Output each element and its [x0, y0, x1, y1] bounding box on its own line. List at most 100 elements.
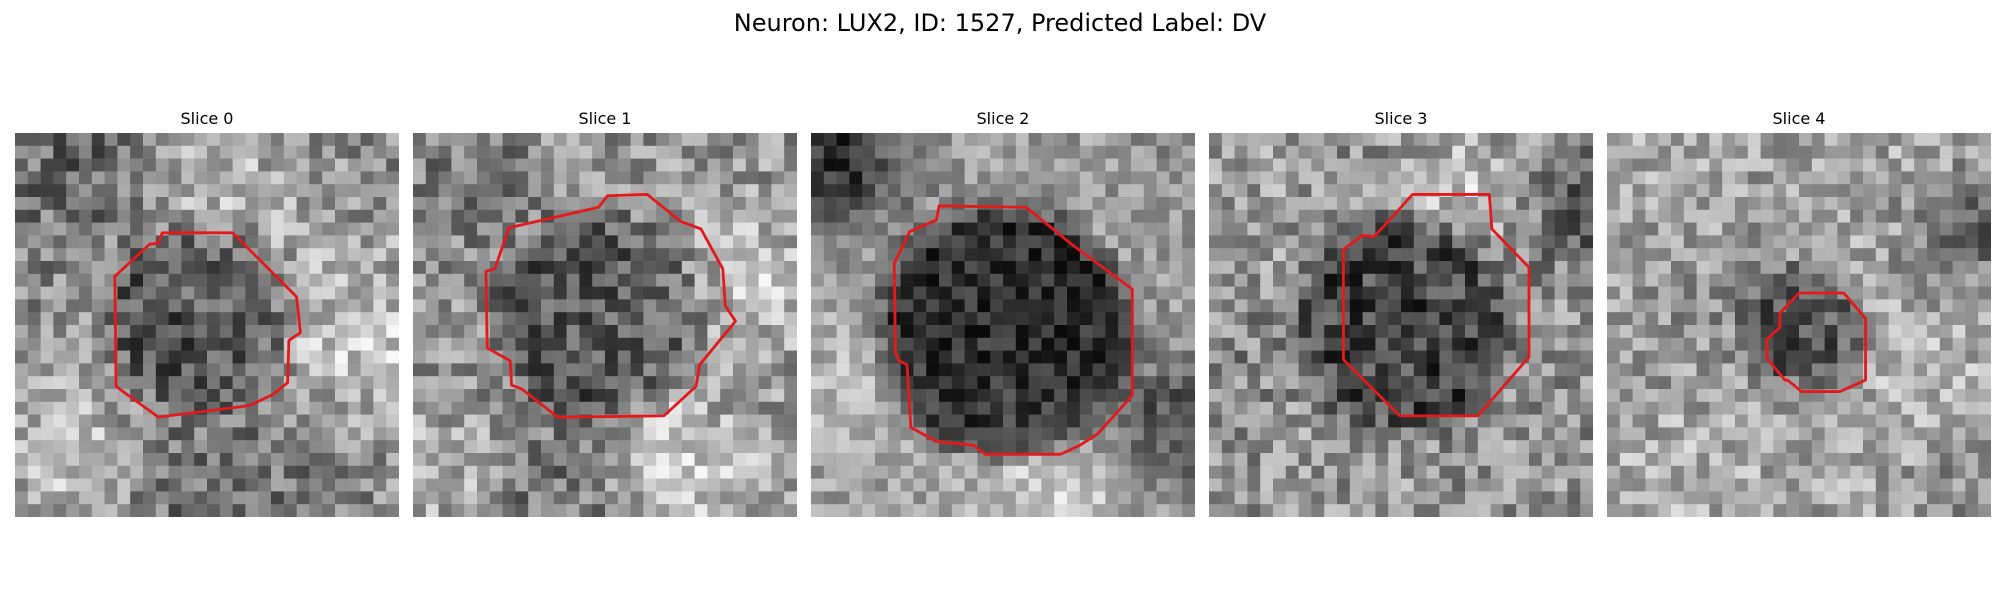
image-pixel [1054, 401, 1068, 415]
image-pixel [1079, 235, 1093, 249]
image-pixel [566, 158, 580, 172]
image-pixel [964, 312, 978, 326]
image-pixel [1824, 312, 1838, 326]
image-pixel [579, 312, 593, 326]
image-pixel [1811, 184, 1825, 198]
image-pixel [1811, 222, 1825, 236]
image-pixel [1747, 440, 1761, 454]
image-pixel [502, 261, 516, 275]
image-pixel [283, 414, 297, 428]
image-pixel [232, 427, 246, 441]
image-pixel [875, 273, 889, 287]
image-pixel [1285, 491, 1299, 505]
image-pixel [669, 299, 683, 313]
image-pixel [784, 197, 797, 211]
image-pixel [605, 350, 619, 364]
image-pixel [553, 312, 567, 326]
image-pixel [489, 478, 503, 492]
image-pixel [1209, 273, 1223, 287]
image-pixel [155, 350, 169, 364]
image-pixel [1529, 504, 1543, 517]
image-pixel [1735, 414, 1749, 428]
image-pixel [707, 158, 721, 172]
image-pixel [1349, 145, 1363, 159]
image-pixel [694, 286, 708, 300]
image-pixel [951, 248, 965, 262]
image-pixel [117, 286, 131, 300]
image-pixel [15, 350, 29, 364]
image-pixel [1221, 504, 1235, 517]
image-pixel [207, 312, 221, 326]
image-pixel [977, 491, 991, 505]
image-pixel [681, 261, 695, 275]
image-pixel [1760, 209, 1774, 223]
image-pixel [1645, 337, 1659, 351]
slice-image [811, 133, 1195, 517]
image-pixel [1914, 197, 1928, 211]
image-pixel [464, 197, 478, 211]
image-pixel [1760, 286, 1774, 300]
image-pixel [1465, 325, 1479, 339]
image-pixel [1541, 184, 1555, 198]
image-pixel [836, 222, 850, 236]
image-pixel [413, 453, 427, 467]
image-pixel [413, 312, 427, 326]
image-pixel [360, 299, 374, 313]
image-pixel [477, 401, 491, 415]
image-pixel [1786, 248, 1800, 262]
image-pixel [1863, 261, 1877, 275]
image-pixel [951, 261, 965, 275]
image-pixel [1388, 389, 1402, 403]
image-pixel [951, 478, 965, 492]
image-pixel [451, 299, 465, 313]
image-pixel [1041, 197, 1055, 211]
image-pixel [245, 273, 259, 287]
image-pixel [296, 171, 310, 185]
image-pixel [1388, 171, 1402, 185]
image-pixel [1567, 337, 1581, 351]
image-pixel [643, 145, 657, 159]
image-pixel [823, 350, 837, 364]
image-pixel [335, 350, 349, 364]
image-pixel [296, 376, 310, 390]
image-pixel [1143, 145, 1157, 159]
image-pixel [605, 376, 619, 390]
image-pixel [1054, 465, 1068, 479]
image-pixel [1028, 337, 1042, 351]
image-pixel [1735, 261, 1749, 275]
image-pixel [1156, 427, 1170, 441]
image-pixel [168, 235, 182, 249]
image-pixel [1105, 363, 1119, 377]
image-pixel [1349, 363, 1363, 377]
image-pixel [630, 299, 644, 313]
image-pixel [386, 427, 399, 441]
image-pixel [875, 197, 889, 211]
image-pixel [1683, 491, 1697, 505]
image-pixel [413, 504, 427, 517]
image-pixel [1671, 389, 1685, 403]
image-pixel [1927, 401, 1941, 415]
image-pixel [1735, 299, 1749, 313]
image-pixel [1067, 453, 1081, 467]
image-pixel [1105, 184, 1119, 198]
image-pixel [1015, 350, 1029, 364]
image-pixel [309, 222, 323, 236]
image-pixel [1490, 273, 1504, 287]
image-pixel [1260, 453, 1274, 467]
image-pixel [1221, 389, 1235, 403]
image-pixel [541, 491, 555, 505]
image-pixel [1285, 389, 1299, 403]
image-pixel [1722, 261, 1736, 275]
image-pixel [15, 427, 29, 441]
image-pixel [207, 145, 221, 159]
image-pixel [605, 299, 619, 313]
image-pixel [283, 197, 297, 211]
image-pixel [130, 171, 144, 185]
image-pixel [1773, 248, 1787, 262]
image-pixel [1503, 248, 1517, 262]
image-pixel [1054, 184, 1068, 198]
image-pixel [951, 299, 965, 313]
image-pixel [181, 261, 195, 275]
image-pixel [1169, 171, 1183, 185]
image-pixel [541, 363, 555, 377]
